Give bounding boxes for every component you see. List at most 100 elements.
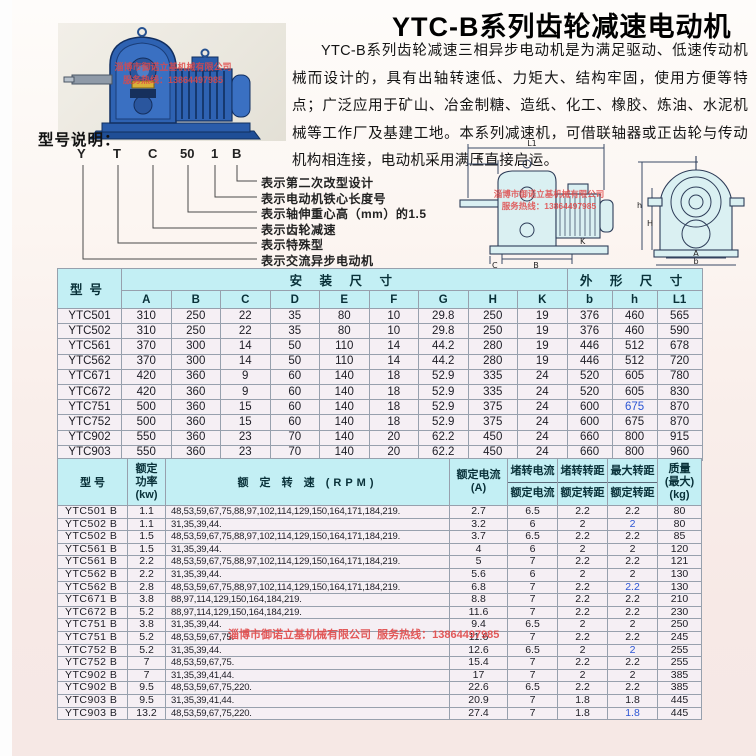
spec-speed-cell: 31,35,39,41,44.	[165, 668, 450, 683]
spec-locked-current-cell: 7	[507, 605, 558, 620]
spec-mass-cell: 255	[657, 643, 702, 658]
dim-col-header: D	[269, 290, 320, 309]
spec-max-torque-cell: 1.8	[607, 706, 658, 721]
spec-locked-torque-cell: 2	[557, 668, 608, 683]
spec-table-row: YTC902 B 9.5 48,53,59,67,75,220. 22.6 6.5 2.2…	[57, 681, 702, 695]
dim-table-model-header: 型号	[57, 268, 122, 309]
spec-mass-cell: 445	[657, 706, 702, 721]
dim-label-b: b	[693, 257, 698, 266]
dim-value-cell: 35	[269, 307, 320, 325]
spec-locked-current-cell: 6.5	[507, 530, 558, 544]
spec-current-cell: 27.4	[449, 706, 508, 721]
spec-locked-torque-cell: 1.8	[557, 706, 608, 721]
dim-model-cell: YTC903	[57, 444, 122, 461]
spec-speed-cell: 48,53,59,67,75,220.	[165, 706, 450, 721]
spec-table-row: YTC751 B 5.2 48,53,59,67,75. 11.6 7 2.2 2.2 245	[57, 630, 702, 645]
spec-locked-torque-cell: 2.2	[557, 630, 608, 645]
spec-locked-current-cell: 6.5	[507, 643, 558, 658]
dim-col-header: C	[220, 290, 271, 309]
spec-power-cell: 5.2	[127, 605, 166, 620]
spec-locked-torque-cell: 2	[557, 618, 608, 632]
spec-speed-cell: 31,35,39,44.	[165, 643, 450, 658]
legend-explanation: 表示第二次改型设计	[261, 176, 374, 190]
spec-max-torque-cell: 2.2	[607, 555, 658, 569]
spec-model-cell: YTC751 B	[57, 618, 128, 632]
spec-table-row: YTC561 B 1.5 31,35,39,44. 4 6 2 2 120	[57, 542, 702, 557]
dim-value-cell: 14	[368, 338, 419, 355]
dim-label-K: K	[580, 237, 586, 246]
legend-explanation: 表示齿轮减速	[261, 223, 337, 237]
dim-value-cell: 44.2	[418, 353, 469, 370]
dim-value-cell: 50	[269, 338, 320, 355]
dim-value-cell: 24	[517, 368, 568, 385]
dim-value-cell: 446	[566, 338, 613, 355]
dim-model-cell: YTC671	[57, 368, 122, 385]
spec-power-cell: 1.1	[127, 517, 166, 532]
code-part-B: B	[232, 146, 242, 161]
spec-model-cell: YTC561 B	[57, 555, 128, 569]
spec-header-current: 额定电流 (A)	[449, 458, 508, 506]
dim-value-cell: 24	[517, 383, 568, 401]
page-left-margin	[0, 0, 12, 756]
dim-value-cell: 678	[656, 338, 703, 355]
dim-col-header: F	[368, 290, 419, 309]
dim-value-cell: 375	[467, 414, 518, 431]
dim-table-row: YTC671 420 360 9 60 140 18 52.9 335 24 520 605 780	[57, 368, 703, 385]
dim-value-cell: 52.9	[418, 399, 469, 416]
spec-current-cell: 5.6	[449, 567, 508, 582]
spec-locked-torque-cell: 2.2	[557, 593, 608, 607]
dim-value-cell: 675	[611, 414, 658, 431]
dim-value-cell: 360	[170, 399, 221, 416]
dim-value-cell: 18	[368, 368, 419, 385]
spec-power-cell: 2.8	[127, 580, 166, 595]
dim-value-cell: 450	[467, 429, 518, 446]
spec-locked-current-cell: 7	[507, 706, 558, 721]
spec-current-cell: 20.9	[449, 693, 508, 708]
dim-value-cell: 360	[170, 444, 221, 461]
dim-value-cell: 110	[319, 353, 370, 370]
legend-explanation: 表示交流异步电动机	[261, 254, 374, 268]
spec-power-cell: 3.8	[127, 593, 166, 607]
spec-locked-torque-cell: 1.8	[557, 693, 608, 708]
spec-model-cell: YTC903 B	[57, 706, 128, 721]
spec-current-cell: 11.6	[449, 630, 508, 645]
dim-value-cell: 420	[121, 383, 172, 401]
dim-value-cell: 870	[656, 399, 703, 416]
spec-mass-cell: 250	[657, 618, 702, 632]
spec-locked-current-cell: 6.5	[507, 681, 558, 695]
spec-max-torque-cell: 2.2	[607, 681, 658, 695]
dim-table-row: YTC502 310 250 22 35 80 10 29.8 250 19 376 460 590	[57, 323, 703, 340]
dim-value-cell: 10	[368, 323, 419, 340]
dim-value-cell: 18	[368, 414, 419, 431]
spec-mass-cell: 120	[657, 542, 702, 557]
spec-mass-cell: 80	[657, 505, 702, 519]
dim-value-cell: 10	[368, 307, 419, 325]
dim-value-cell: 830	[656, 383, 703, 401]
spec-locked-torque-cell: 2.2	[557, 580, 608, 595]
spec-locked-current-cell: 7	[507, 593, 558, 607]
spec-power-cell: 1.1	[127, 505, 166, 519]
dim-col-header: G	[418, 290, 469, 309]
dim-value-cell: 870	[656, 414, 703, 431]
spec-model-cell: YTC751 B	[57, 630, 128, 645]
dim-col-header: b	[566, 290, 613, 309]
spec-model-cell: YTC502 B	[57, 530, 128, 544]
spec-model-cell: YTC561 B	[57, 542, 128, 557]
spec-locked-current-cell: 7	[507, 668, 558, 683]
spec-locked-torque-cell: 2	[557, 517, 608, 532]
dim-table-row: YTC752 500 360 15 60 140 18 52.9 375 24 600 675 870	[57, 414, 703, 431]
dim-model-cell: YTC752	[57, 414, 122, 431]
dim-value-cell: 80	[319, 307, 370, 325]
dim-value-cell: 310	[121, 323, 172, 340]
dim-value-cell: 335	[467, 368, 518, 385]
dim-value-cell: 300	[170, 338, 221, 355]
spec-mass-cell: 210	[657, 593, 702, 607]
dim-table-row: YTC902 550 360 23 70 140 20 62.2 450 24 660 800 915	[57, 429, 703, 446]
dim-table-row: YTC672 420 360 9 60 140 18 52.9 335 24 520 605 830	[57, 383, 703, 401]
dim-value-cell: 370	[121, 353, 172, 370]
dim-value-cell: 280	[467, 338, 518, 355]
dim-value-cell: 60	[269, 383, 320, 401]
dim-table-row: YTC561 370 300 14 50 110 14 44.2 280 19 446 512 678	[57, 338, 703, 355]
dim-value-cell: 720	[656, 353, 703, 370]
